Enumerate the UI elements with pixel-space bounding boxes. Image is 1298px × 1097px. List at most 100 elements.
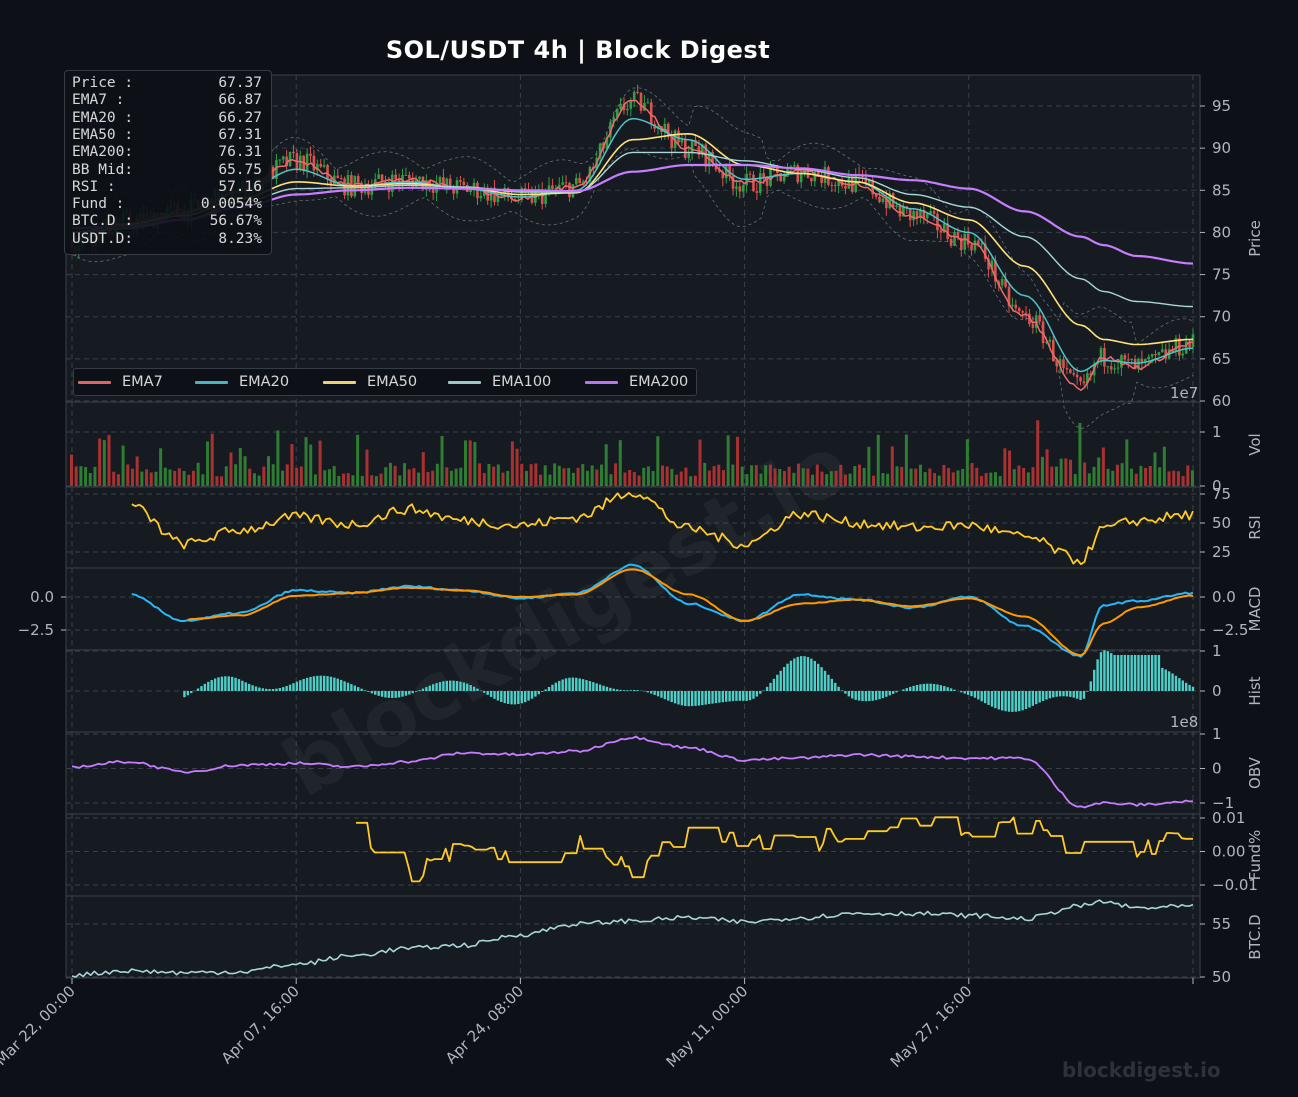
legend-swatch	[78, 381, 111, 384]
volume-bar	[642, 467, 646, 486]
candle-body	[762, 173, 765, 178]
volume-bar	[768, 464, 772, 486]
volume-bar	[740, 466, 744, 486]
volume-bar	[1031, 467, 1035, 486]
histogram-bar	[707, 691, 711, 705]
histogram-bar	[769, 682, 772, 691]
candle-body	[1157, 352, 1161, 356]
histogram-bar	[1007, 691, 1011, 712]
histogram-bar	[472, 686, 476, 691]
histogram-bar	[725, 691, 728, 702]
legend-swatch	[195, 381, 228, 384]
histogram-bar	[1062, 691, 1065, 697]
histogram-bar	[1069, 691, 1072, 697]
volume-bar	[276, 430, 280, 486]
volume-bar	[93, 466, 97, 486]
volume-bar	[726, 435, 730, 486]
candle-body	[837, 179, 840, 187]
candle-body	[581, 181, 585, 184]
histogram-bar	[609, 687, 612, 691]
candle-body	[500, 193, 503, 195]
histogram-bar	[377, 691, 380, 696]
histogram-bar	[926, 683, 929, 691]
histogram-bar	[939, 685, 943, 691]
histogram-bar	[823, 670, 827, 691]
volume-bar	[1130, 468, 1134, 486]
candle-body	[312, 155, 316, 171]
series-signal-line	[187, 568, 1194, 657]
histogram-bar	[568, 677, 571, 691]
candle-body	[942, 223, 946, 233]
info-label: BB Mid:	[72, 161, 134, 178]
volume-bar	[1191, 470, 1194, 486]
histogram-bar	[1024, 691, 1028, 710]
xtick-label: Apr 24, 08:00	[442, 982, 527, 1067]
histogram-bar	[1014, 691, 1018, 712]
histogram-bar	[316, 675, 319, 691]
legend-label: EMA50	[367, 374, 418, 390]
volume-bar	[618, 440, 622, 486]
volume-bar	[585, 470, 589, 486]
histogram-bar	[414, 691, 418, 692]
volume-bar	[1111, 470, 1115, 486]
volume-bar	[210, 433, 214, 486]
histogram-bar	[312, 676, 316, 691]
ytick-label: 1	[1212, 725, 1222, 743]
info-row: USDT.D: 8.23%	[72, 231, 266, 248]
histogram-bar	[360, 688, 363, 691]
histogram-bar	[357, 687, 360, 691]
ytick-label: 60	[1212, 392, 1231, 410]
histogram-bar	[994, 691, 997, 709]
volume-bar	[257, 475, 261, 486]
candle-body	[585, 181, 588, 183]
volume-bar	[506, 470, 510, 486]
histogram-bar	[489, 691, 493, 697]
candle-body	[868, 179, 871, 183]
candle-body	[663, 123, 667, 133]
ytick-label: 50	[1212, 968, 1231, 986]
volume-bar	[1059, 458, 1063, 486]
volume-bar	[1115, 464, 1119, 486]
candle-body	[322, 164, 326, 167]
histogram-bar	[384, 691, 387, 698]
volume-bar	[1106, 468, 1110, 486]
volume-bar	[163, 467, 167, 486]
info-value: 65.75	[218, 161, 262, 178]
offset-label-price: 1e7	[1170, 384, 1198, 402]
volume-bar	[965, 439, 969, 486]
candle-body	[288, 151, 292, 167]
ytick-label: 0	[1212, 477, 1222, 495]
candle-body	[878, 196, 881, 203]
volume-bar	[628, 469, 632, 486]
histogram-bar	[445, 680, 449, 691]
info-value: 67.37	[218, 75, 262, 91]
volume-bar	[1097, 457, 1101, 486]
volume-bar	[731, 464, 735, 486]
candle-body	[929, 211, 932, 214]
indicator-info-box: Price :67.37 EMA7 :66.87 EMA20 :66.27 EMA50…	[64, 70, 272, 255]
candle-body	[1191, 334, 1195, 348]
histogram-bar	[888, 691, 891, 696]
volume-bar	[947, 467, 951, 486]
histogram-bar	[827, 674, 830, 691]
histogram-bar	[408, 691, 411, 695]
candle-body	[666, 123, 670, 137]
volume-bar	[782, 471, 786, 486]
candle-body	[1007, 286, 1011, 306]
candle-body	[619, 103, 622, 109]
candle-body	[1140, 358, 1144, 363]
candle-body	[551, 185, 554, 190]
volume-bar	[1017, 465, 1021, 486]
histogram-bar	[690, 691, 694, 707]
volume-bar	[262, 466, 266, 486]
volume-bar	[98, 438, 102, 486]
volume-bar	[224, 466, 228, 486]
volume-bar	[313, 474, 317, 486]
histogram-bar	[847, 691, 851, 697]
info-label: EMA20 :	[72, 109, 134, 126]
candle-body	[370, 186, 374, 195]
candle-body	[561, 182, 564, 185]
candle-body	[281, 156, 285, 160]
histogram-bar	[929, 683, 932, 691]
histogram-bar	[421, 688, 425, 691]
